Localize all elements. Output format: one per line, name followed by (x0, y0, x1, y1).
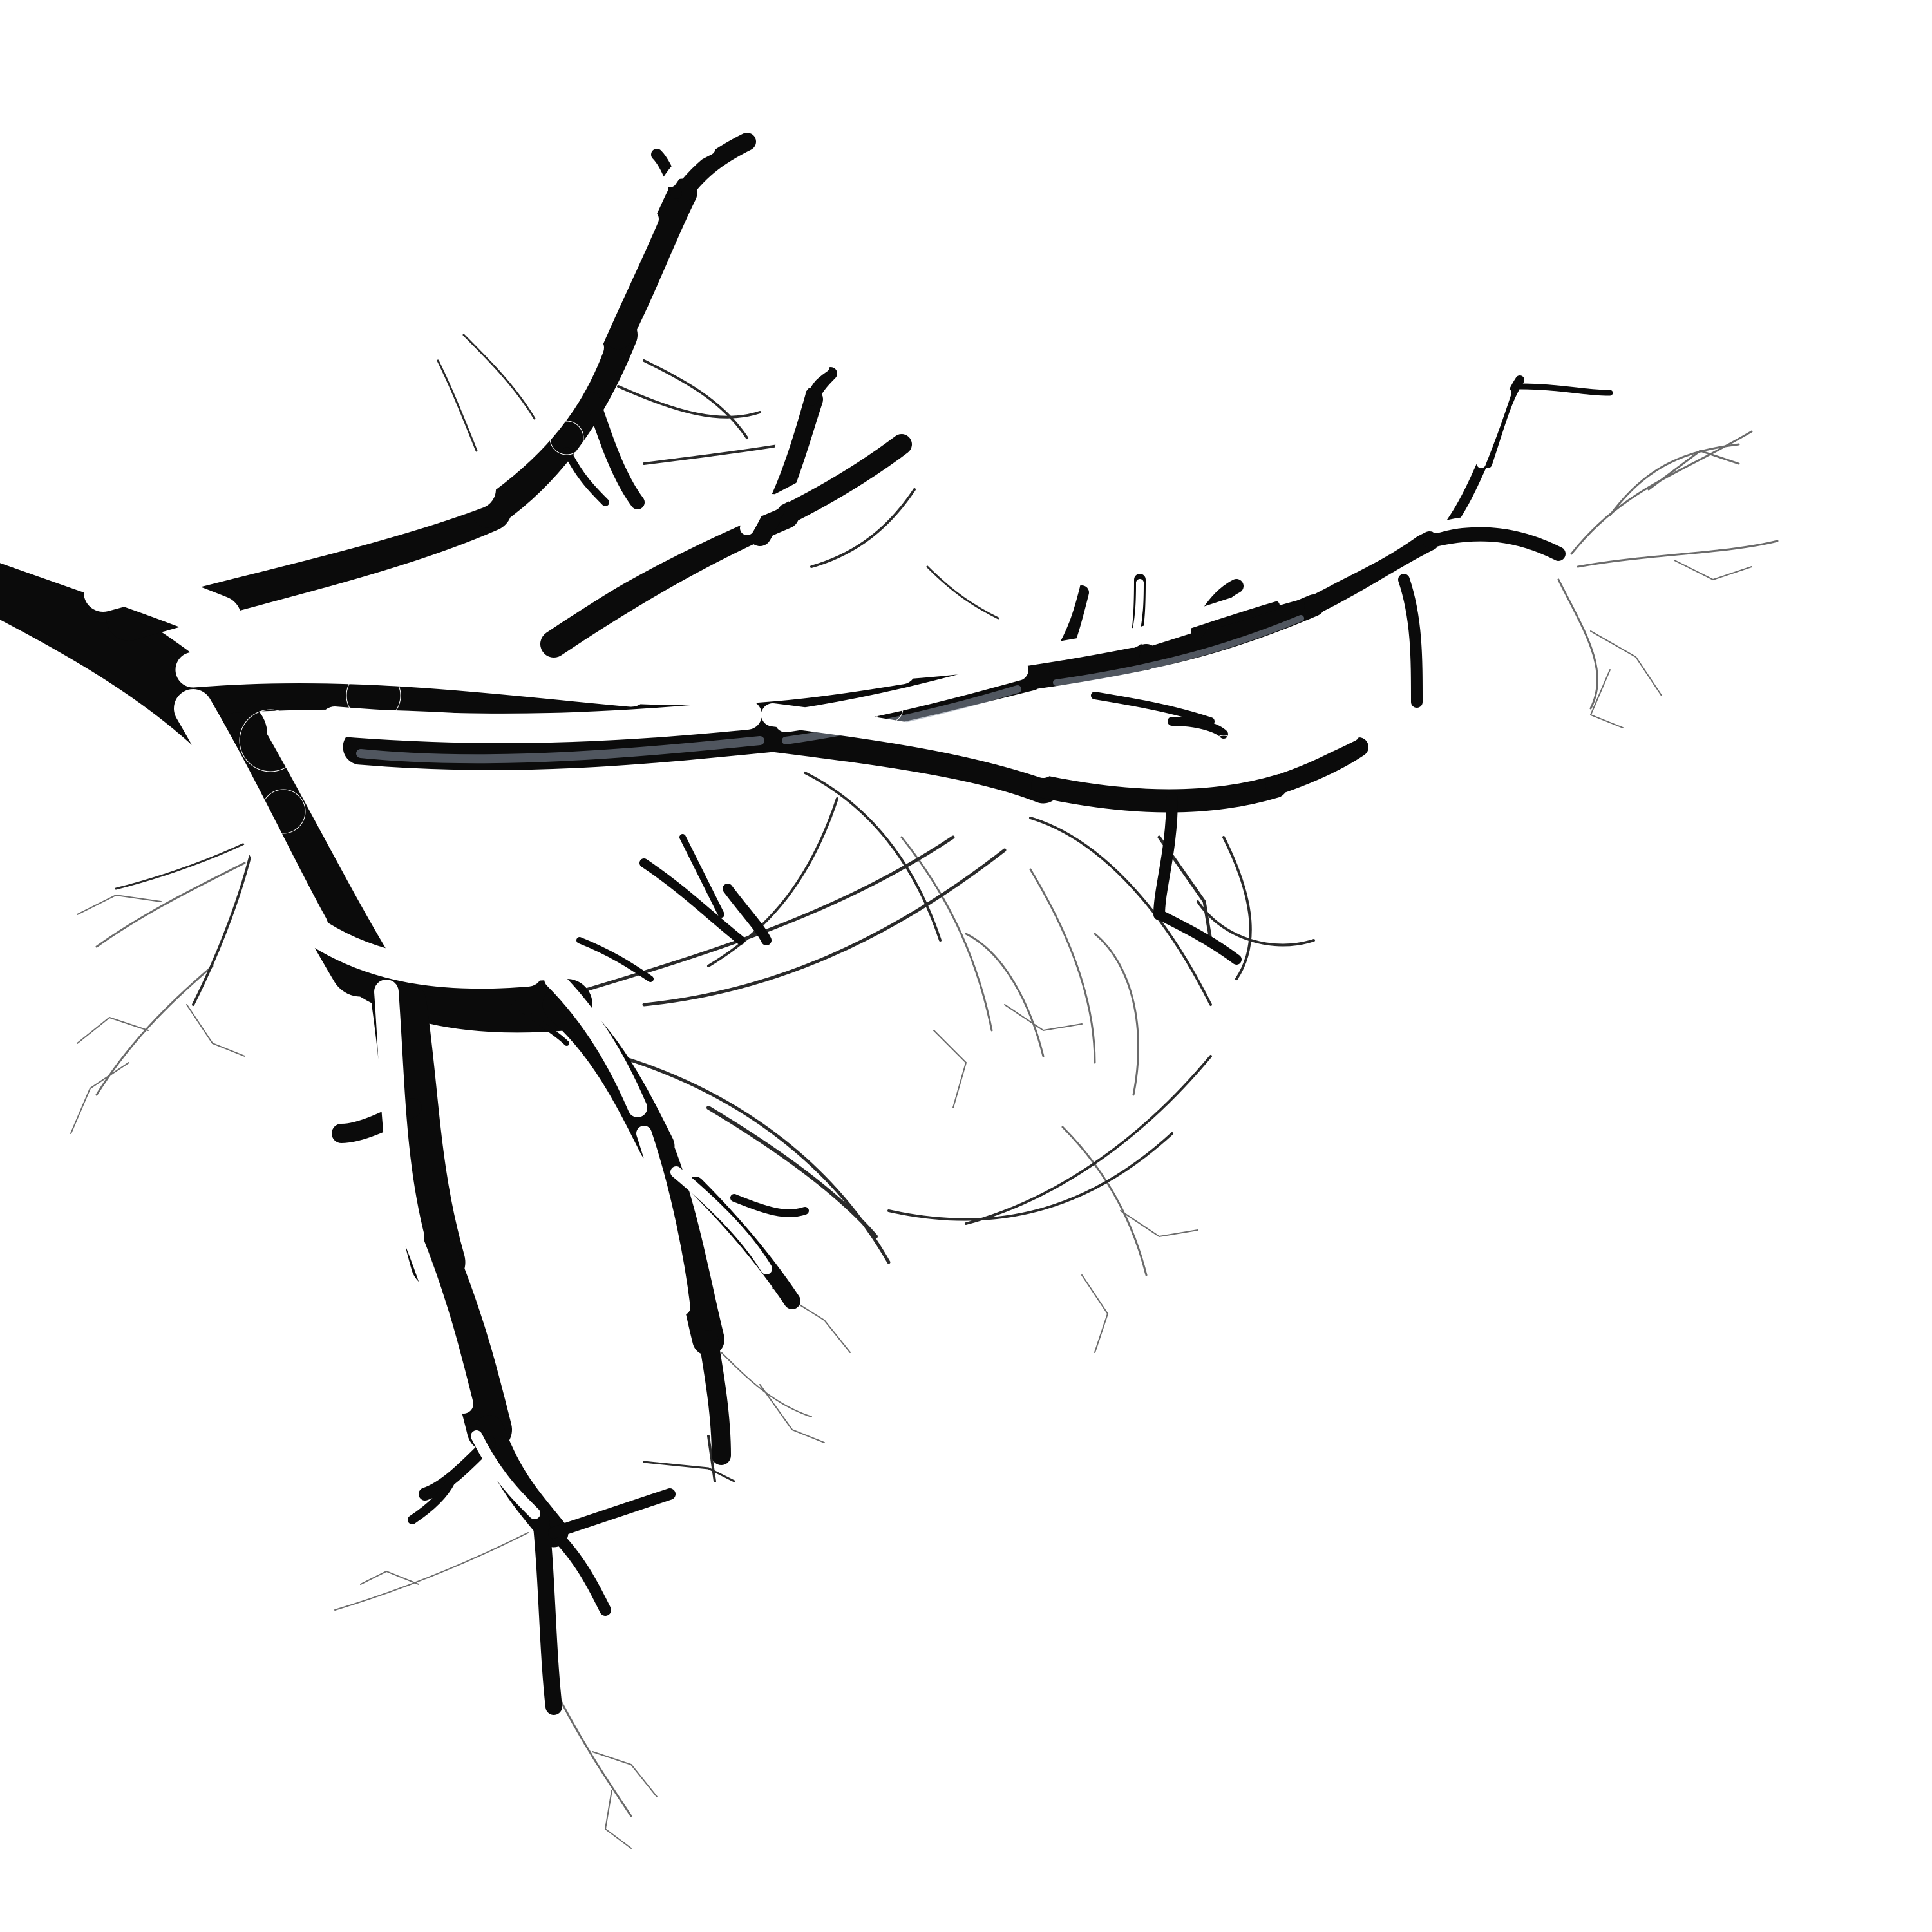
thin-branches (115, 334, 1315, 1482)
fine-twigs (70, 430, 1779, 1849)
snow-layer (0, 141, 1551, 1519)
ice-tint (356, 615, 1304, 764)
